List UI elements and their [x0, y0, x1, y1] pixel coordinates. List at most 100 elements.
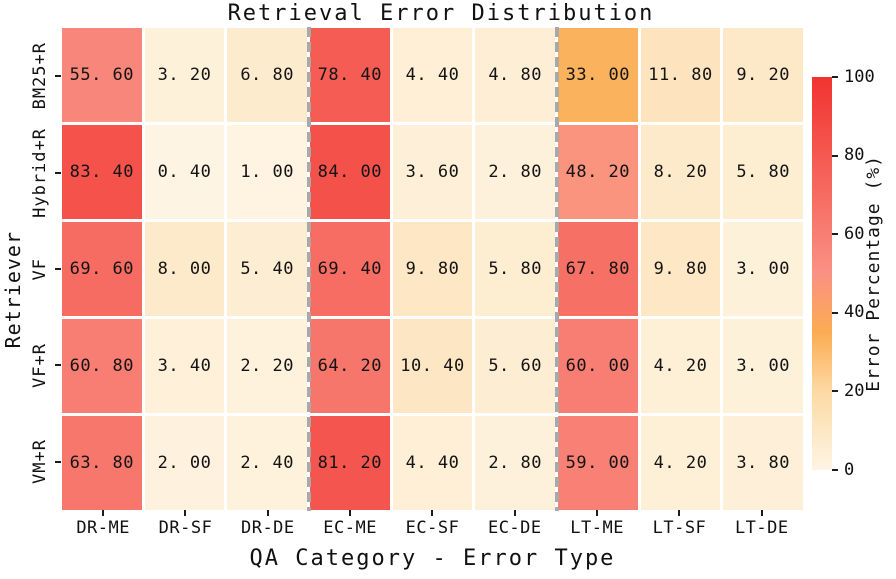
heatmap-cell-Hybrid+R-LT-SF: 8. 20 — [640, 125, 721, 219]
heatmap-cell-VF-LT-ME: 67. 80 — [557, 222, 638, 316]
heatmap-cell-Hybrid+R-DR-SF: 0. 40 — [144, 125, 225, 219]
heatmap-cell-VF-DR-DE: 5. 40 — [227, 222, 307, 316]
heatmap-cell-VF-LT-SF: 9. 80 — [640, 222, 721, 316]
heatmap-cell-BM25+R-LT-SF: 11. 80 — [640, 28, 721, 122]
heatmap-cell-Hybrid+R-EC-DE: 2. 80 — [475, 125, 555, 219]
x-tick-mark — [266, 510, 269, 516]
heatmap-cell-VM+R-LT-DE: 3. 80 — [723, 416, 803, 510]
heatmap-cell-Hybrid+R-DR-ME: 83. 40 — [62, 125, 142, 219]
colorbar-tick-mark — [832, 154, 838, 157]
y-tick-mark — [55, 75, 61, 78]
x-tick-labels: DR-ME DR-SF DR-DE EC-ME EC-SF EC-DE LT-ME LT-SF… — [62, 518, 803, 540]
colorbar-tick-label-60: 60 — [844, 223, 865, 244]
heatmap-cell-BM25+R-DR-ME: 55. 60 — [62, 28, 142, 122]
heatmap-cell-BM25+R-LT-DE: 9. 20 — [723, 28, 803, 122]
x-axis-title: QA Category - Error Type — [249, 546, 616, 571]
x-tick-mark — [678, 510, 681, 516]
heatmap-cell-Hybrid+R-EC-SF: 3. 60 — [392, 125, 473, 219]
heatmap-cell-VF+R-DR-SF: 3. 40 — [144, 319, 225, 413]
heatmap-cell-VM+R-DR-SF: 2. 00 — [144, 416, 225, 510]
colorbar-tick-mark — [832, 469, 838, 471]
heatmap-cell-VF+R-LT-SF: 4. 20 — [640, 319, 721, 413]
colorbar-tick-label-20: 20 — [844, 380, 865, 401]
heatmap-cell-VF-EC-DE: 5. 80 — [475, 222, 555, 316]
x-tick-label-EC-DE: EC-DE — [487, 518, 542, 538]
heatmap-cell-VM+R-DR-ME: 63. 80 — [62, 416, 142, 510]
colorbar-tick-label-0: 0 — [844, 459, 855, 480]
x-tick-label-DR-SF: DR-SF — [158, 518, 213, 538]
heatmap-cell-VF+R-EC-ME: 64. 20 — [309, 319, 390, 413]
y-axis-title-wrap: Retriever — [0, 120, 26, 460]
category-separator-line — [554, 27, 559, 511]
heatmap-cell-Hybrid+R-LT-ME: 48. 20 — [557, 125, 638, 219]
x-tick-mark — [102, 510, 105, 516]
colorbar-tick-mark — [832, 233, 838, 236]
x-tick-label-DR-ME: DR-ME — [76, 518, 130, 538]
heatmap-cell-VM+R-LT-ME: 59. 00 — [557, 416, 638, 510]
heatmap-cell-BM25+R-EC-SF: 4. 40 — [392, 28, 473, 122]
y-tick-marks — [55, 28, 61, 510]
heatmap-cell-VF+R-DR-DE: 2. 20 — [227, 319, 307, 413]
x-tick-mark — [184, 510, 187, 516]
x-tick-mark — [513, 510, 516, 516]
heatmap-cell-BM25+R-LT-ME: 33. 00 — [557, 28, 638, 122]
x-tick-mark — [596, 510, 599, 516]
x-tick-mark — [760, 510, 763, 516]
x-tick-label-LT-DE: LT-DE — [734, 518, 789, 538]
heatmap-cell-VF+R-EC-SF: 10. 40 — [392, 319, 473, 413]
heatmap-cell-Hybrid+R-LT-DE: 5. 80 — [723, 125, 803, 219]
heatmap-cell-VF+R-DR-ME: 60. 80 — [62, 319, 142, 413]
heatmap-cell-VF-EC-ME: 69. 40 — [309, 222, 390, 316]
heatmap-cell-VF+R-EC-DE: 5. 60 — [475, 319, 555, 413]
x-tick-label-LT-SF: LT-SF — [652, 518, 707, 538]
heatmap-cell-Hybrid+R-EC-ME: 84. 00 — [309, 125, 390, 219]
colorbar-tick-mark — [832, 76, 838, 78]
x-tick-label-EC-ME: EC-ME — [323, 518, 377, 538]
x-tick-label-DR-DE: DR-DE — [240, 518, 295, 538]
chart-title: Retrieval Error Distribution — [227, 1, 655, 26]
heatmap-cell-Hybrid+R-DR-DE: 1. 00 — [227, 125, 307, 219]
y-tick-label-VM+R: VM+R — [30, 439, 50, 485]
heatmap-cell-BM25+R-EC-DE: 4. 80 — [475, 28, 555, 122]
heatmap-cell-VF-EC-SF: 9. 80 — [392, 222, 473, 316]
category-separator-line — [306, 27, 311, 511]
heatmap-cell-VF+R-LT-DE: 3. 00 — [723, 319, 803, 413]
y-tick-label-VF+R: VF+R — [30, 342, 50, 388]
x-tick-label-LT-ME: LT-ME — [570, 518, 624, 538]
colorbar-tick-label-40: 40 — [844, 302, 865, 323]
y-tick-mark — [55, 460, 61, 463]
x-tick-label-EC-SF: EC-SF — [405, 518, 460, 538]
colorbar-label: Error Percentage (%) — [862, 155, 884, 392]
x-tick-mark — [349, 510, 352, 516]
y-tick-label-VF: VF — [30, 257, 50, 281]
heatmap-cell-VM+R-EC-ME: 81. 20 — [309, 416, 390, 510]
heatmap-cell-VM+R-EC-SF: 4. 40 — [392, 416, 473, 510]
y-tick-mark — [55, 171, 61, 174]
heatmap-cell-VM+R-DR-DE: 2. 40 — [227, 416, 307, 510]
colorbar-label-wrap: Error Percentage (%) — [858, 77, 888, 470]
colorbar-tick-label-80: 80 — [844, 145, 865, 166]
heatmap-cell-BM25+R-DR-DE: 6. 80 — [227, 28, 307, 122]
heatmap-cell-VM+R-EC-DE: 2. 80 — [475, 416, 555, 510]
y-tick-labels: BM25+R Hybrid+R VF VF+R VM+R — [26, 28, 54, 510]
heatmap-cell-VF-DR-ME: 69. 60 — [62, 222, 142, 316]
x-tick-mark — [431, 510, 434, 516]
heatmap-cell-VM+R-LT-SF: 4. 20 — [640, 416, 721, 510]
heatmap-cell-BM25+R-DR-SF: 3. 20 — [144, 28, 225, 122]
y-axis-title: Retriever — [1, 231, 25, 349]
colorbar-tick-mark — [832, 390, 838, 393]
colorbar-tick-label-100: 100 — [844, 66, 875, 87]
y-tick-label-Hybrid+R: Hybrid+R — [30, 127, 50, 218]
heatmap-cell-VF-LT-DE: 3. 00 — [723, 222, 803, 316]
heatmap-grid: 55. 60 3. 20 6. 80 78. 40 4. 40 4. 80 33. 00 11… — [62, 28, 803, 510]
heatmap-cell-VF-DR-SF: 8. 00 — [144, 222, 225, 316]
heatmap-cell-VF+R-LT-ME: 60. 00 — [557, 319, 638, 413]
x-tick-marks — [62, 510, 803, 516]
y-tick-label-BM25+R: BM25+R — [30, 42, 50, 110]
colorbar-tick-mark — [832, 311, 838, 314]
y-tick-mark — [55, 364, 61, 367]
y-tick-mark — [55, 268, 61, 271]
heatmap-cell-BM25+R-EC-ME: 78. 40 — [309, 28, 390, 122]
colorbar-gradient — [812, 77, 832, 470]
